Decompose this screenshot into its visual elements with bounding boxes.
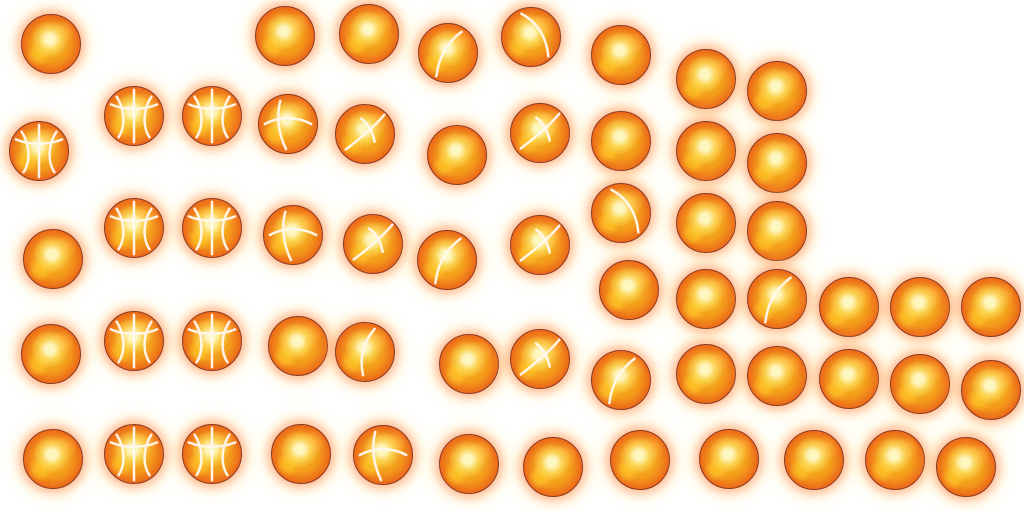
fire-basketball-sprite bbox=[676, 49, 736, 109]
fire-basketball-sprite bbox=[104, 86, 164, 146]
fire-basketball-sprite bbox=[747, 61, 807, 121]
basketball-seam-lines bbox=[263, 99, 313, 151]
basketball-seam-lines bbox=[187, 200, 237, 256]
fire-basketball-sprite bbox=[523, 437, 583, 497]
fire-basketball-sprite bbox=[599, 260, 659, 320]
fire-basketball-sprite bbox=[961, 360, 1021, 420]
basketball-seam-lines bbox=[358, 430, 408, 482]
basketball-seam-lines bbox=[109, 88, 159, 144]
fire-basketball-sprite bbox=[784, 430, 844, 490]
fire-basketball-sprite bbox=[23, 429, 83, 489]
fire-basketball-sprite bbox=[890, 277, 950, 337]
basketball-seam-lines bbox=[14, 123, 64, 179]
fire-basketball-sprite bbox=[936, 437, 996, 497]
fire-basketball-sprite bbox=[263, 205, 323, 265]
fire-basketball-sprite bbox=[819, 277, 879, 337]
fire-basketball-sprite bbox=[591, 111, 651, 171]
fire-basketball-sprite bbox=[510, 103, 570, 163]
basketball-seam-lines bbox=[187, 313, 237, 369]
fire-basketball-sprite bbox=[676, 193, 736, 253]
basketball-seam-lines bbox=[610, 188, 640, 234]
fire-basketball-sprite bbox=[104, 424, 164, 484]
fire-basketball-sprite bbox=[699, 429, 759, 489]
basketball-seam-lines bbox=[764, 276, 792, 324]
fire-basketball-sprite bbox=[819, 349, 879, 409]
fire-basketball-sprite bbox=[335, 104, 395, 164]
basketball-seam-lines bbox=[352, 223, 394, 261]
basketball-seam-lines bbox=[520, 12, 550, 58]
basketball-seam-lines bbox=[109, 313, 159, 369]
basketball-seam-lines bbox=[434, 237, 462, 285]
fire-basketball-sprite bbox=[21, 324, 81, 384]
fire-basketball-sprite bbox=[747, 346, 807, 406]
basketball-seam-lines bbox=[187, 426, 237, 482]
fire-basketball-sprite bbox=[335, 322, 395, 382]
fire-basketball-sprite bbox=[747, 201, 807, 261]
fire-basketball-sprite bbox=[418, 23, 478, 83]
fire-basketball-sprite bbox=[339, 4, 399, 64]
basketball-seam-lines bbox=[109, 200, 159, 256]
fire-basketball-sprite bbox=[510, 329, 570, 389]
fire-basketball-sprite bbox=[676, 269, 736, 329]
fire-basketball-sprite bbox=[610, 430, 670, 490]
fire-basketball-sprite bbox=[747, 269, 807, 329]
basketball-seam-lines bbox=[435, 30, 463, 78]
fire-basketball-sprite bbox=[271, 424, 331, 484]
fire-basketball-sprite bbox=[439, 434, 499, 494]
fire-basketball-sprite bbox=[510, 215, 570, 275]
fire-basketball-sprite bbox=[104, 311, 164, 371]
fire-basketball-sprite bbox=[591, 25, 651, 85]
fire-basketball-sprite bbox=[258, 94, 318, 154]
fire-basketball-sprite bbox=[9, 121, 69, 181]
basketball-seam-lines bbox=[360, 327, 376, 377]
fire-basketball-sprite bbox=[427, 125, 487, 185]
fire-basketball-sprite bbox=[676, 121, 736, 181]
fire-basketball-sprite bbox=[591, 350, 651, 410]
basketball-seam-lines bbox=[519, 112, 561, 150]
fire-basketball-sprite bbox=[268, 316, 328, 376]
fire-basketball-sprite bbox=[182, 86, 242, 146]
fire-basketball-sprite bbox=[865, 430, 925, 490]
fire-basketball-sprite bbox=[961, 277, 1021, 337]
basketball-seam-lines bbox=[519, 224, 561, 262]
basketball-seam-lines bbox=[344, 113, 386, 151]
basketball-seam-lines bbox=[109, 426, 159, 482]
fire-basketball-sprite bbox=[255, 6, 315, 66]
fire-basketball-sprite bbox=[343, 214, 403, 274]
fire-basketball-sprite bbox=[182, 198, 242, 258]
basketball-seam-lines bbox=[187, 88, 237, 144]
fire-basketball-sprite bbox=[23, 229, 83, 289]
fire-basketball-sprite bbox=[353, 425, 413, 485]
fire-basketball-sprite bbox=[501, 7, 561, 67]
fire-basketball-sprite bbox=[182, 424, 242, 484]
fire-basketball-sprite bbox=[104, 198, 164, 258]
fire-basketball-sprite bbox=[591, 183, 651, 243]
fire-basketball-sprite bbox=[182, 311, 242, 371]
fire-basketball-sprite bbox=[890, 354, 950, 414]
fire-basketball-sprite bbox=[439, 334, 499, 394]
fire-basketball-sprite bbox=[676, 344, 736, 404]
basketball-seam-lines bbox=[268, 210, 318, 262]
basketball-seam-lines bbox=[608, 357, 636, 405]
fire-basketball-sprite bbox=[21, 14, 81, 74]
basketball-seam-lines bbox=[519, 338, 561, 376]
fire-basketball-sprite bbox=[747, 133, 807, 193]
fire-basketball-sprite bbox=[417, 230, 477, 290]
